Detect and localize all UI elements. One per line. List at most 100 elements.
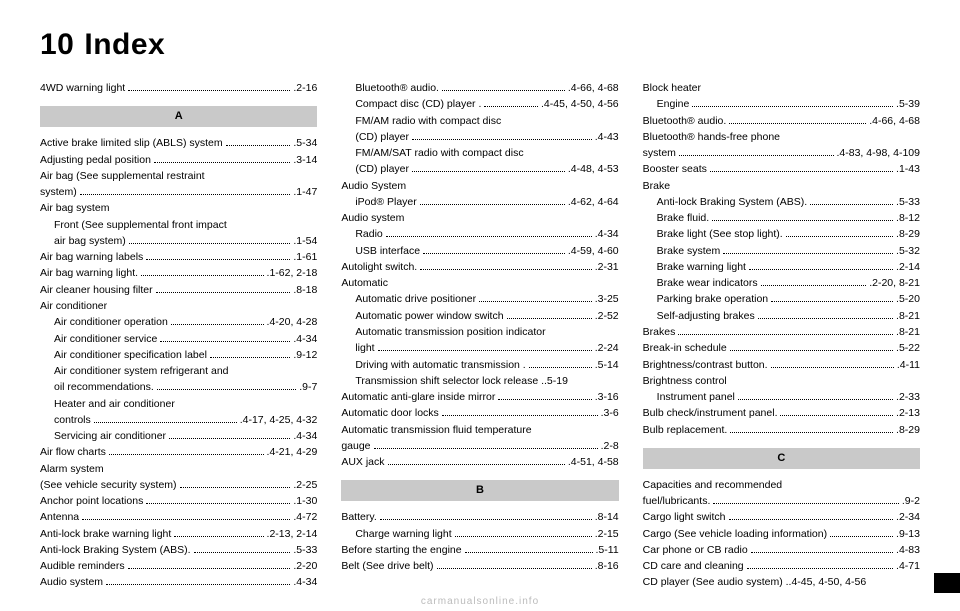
entry-page: .4-21, 4-29 bbox=[267, 444, 318, 460]
entry-label: Audible reminders bbox=[40, 558, 125, 574]
entry-page: .2-16 bbox=[293, 80, 317, 96]
entry-page: .4-45, 4-50, 4-56 bbox=[789, 574, 867, 590]
entry-label: fuel/lubricants. bbox=[643, 493, 711, 509]
index-entry: Break-in schedule.5-22 bbox=[643, 340, 920, 356]
leader-dots bbox=[380, 512, 592, 520]
index-entry-cont: Brake bbox=[643, 178, 920, 194]
leader-dots bbox=[738, 392, 893, 400]
index-entry: Air bag warning labels .1-61 bbox=[40, 249, 317, 265]
leader-dots bbox=[442, 408, 598, 416]
entry-label: AUX jack bbox=[341, 454, 384, 470]
index-entry: air bag system).1-54 bbox=[40, 233, 317, 249]
entry-label: Anti-lock brake warning light bbox=[40, 526, 171, 542]
entry-label: (CD) player bbox=[355, 161, 409, 177]
entry-label: Air conditioner system refrigerant and bbox=[54, 365, 229, 377]
index-entry: Air conditioner specification label .9-12 bbox=[40, 347, 317, 363]
section-header-b: B bbox=[341, 480, 618, 501]
entry-label: Air bag warning labels bbox=[40, 249, 143, 265]
entry-label: Self-adjusting brakes bbox=[657, 308, 755, 324]
entry-page: .8-21 bbox=[896, 324, 920, 340]
entry-page: .4-48, 4-53 bbox=[568, 161, 619, 177]
index-entry: Brake warning light.2-14 bbox=[643, 259, 920, 275]
entry-label: Automatic drive positioner bbox=[355, 291, 476, 307]
entry-page: .1-62, 2-18 bbox=[267, 265, 318, 281]
entry-page: .2-24 bbox=[595, 340, 619, 356]
entry-page: .1-54 bbox=[293, 233, 317, 249]
index-entry-cont: Air bag (See supplemental restraint bbox=[40, 168, 317, 184]
index-entry: AUX jack .4-51, 4-58 bbox=[341, 454, 618, 470]
index-entry: Driving with automatic transmission ..5-… bbox=[341, 357, 618, 373]
index-entry: Air conditioner operation.4-20, 4-28 bbox=[40, 314, 317, 330]
entry-label: Brightness control bbox=[643, 375, 727, 387]
leader-dots bbox=[678, 327, 893, 335]
entry-label: Automatic power window switch bbox=[355, 308, 503, 324]
entry-label: Anti-lock Braking System (ABS). bbox=[657, 194, 808, 210]
entry-page: .3-14 bbox=[293, 152, 317, 168]
leader-dots bbox=[465, 545, 593, 553]
index-entry: Bluetooth® audio..4-66, 4-68 bbox=[643, 113, 920, 129]
leader-dots bbox=[374, 440, 598, 448]
entry-label: Air conditioner service bbox=[54, 331, 157, 347]
entry-label: light bbox=[355, 340, 374, 356]
entry-label: Air conditioner specification label bbox=[54, 347, 207, 363]
index-entry: Autolight switch..2-31 bbox=[341, 259, 618, 275]
leader-dots bbox=[412, 131, 592, 139]
index-entry-cont: Audio system bbox=[341, 210, 618, 226]
leader-dots bbox=[730, 424, 893, 432]
entry-page: .4-45, 4-50, 4-56 bbox=[541, 96, 619, 112]
entry-label: FM/AM/SAT radio with compact disc bbox=[355, 147, 523, 159]
entry-label: USB interface bbox=[355, 243, 420, 259]
entry-page: .2-25 bbox=[293, 477, 317, 493]
entry-label: Battery. bbox=[341, 509, 376, 525]
index-entry: CD care and cleaning.4-71 bbox=[643, 558, 920, 574]
entry-label: Adjusting pedal position bbox=[40, 152, 151, 168]
entry-label: Block heater bbox=[643, 82, 701, 94]
leader-dots bbox=[386, 229, 592, 237]
index-columns: 4WD warning light.2-16 A Active brake li… bbox=[40, 80, 920, 591]
leader-dots bbox=[529, 359, 592, 367]
entry-label: Anti-lock Braking System (ABS). bbox=[40, 542, 191, 558]
entry-label: Booster seats bbox=[643, 161, 707, 177]
index-entry: Self-adjusting brakes.8-21 bbox=[643, 308, 920, 324]
leader-dots bbox=[507, 310, 592, 318]
index-entry: Cargo light switch.2-34 bbox=[643, 509, 920, 525]
entry-page: .5-33 bbox=[293, 542, 317, 558]
index-entry: Active brake limited slip (ABLS) system.… bbox=[40, 135, 317, 151]
index-entry: Anti-lock brake warning light.2-13, 2-14 bbox=[40, 526, 317, 542]
index-entry: controls.4-17, 4-25, 4-32 bbox=[40, 412, 317, 428]
entry-page: .4-43 bbox=[595, 129, 619, 145]
index-entry: Anti-lock Braking System (ABS)..5-33 bbox=[643, 194, 920, 210]
index-entry: Radio.4-34 bbox=[341, 226, 618, 242]
leader-dots bbox=[442, 83, 565, 91]
entry-label: CD player (See audio system) . bbox=[643, 574, 789, 590]
leader-dots bbox=[94, 414, 237, 422]
entry-label: (See vehicle security system) bbox=[40, 477, 177, 493]
index-entry-cont: Brightness control bbox=[643, 373, 920, 389]
index-entry: Air flow charts.4-21, 4-29 bbox=[40, 444, 317, 460]
entry-page: .8-12 bbox=[896, 210, 920, 226]
index-entry-cont: Alarm system bbox=[40, 461, 317, 477]
index-entry: Compact disc (CD) player ..4-45, 4-50, 4… bbox=[341, 96, 618, 112]
entry-label: Brightness/contrast button. bbox=[643, 357, 768, 373]
index-entry-cont: FM/AM/SAT radio with compact disc bbox=[341, 145, 618, 161]
entry-page: .5-19 bbox=[544, 373, 568, 389]
entry-page: .4-62, 4-64 bbox=[568, 194, 619, 210]
watermark-text: carmanualsonline.info bbox=[421, 596, 539, 607]
entry-page: .4-83 bbox=[896, 542, 920, 558]
entry-page: .1-47 bbox=[293, 184, 317, 200]
leader-dots bbox=[692, 99, 893, 107]
index-entry-cont: Automatic transmission fluid temperature bbox=[341, 422, 618, 438]
index-entry: Brightness/contrast button. .4-11 bbox=[643, 357, 920, 373]
leader-dots bbox=[160, 333, 290, 341]
entry-label: Brake wear indicators bbox=[657, 275, 758, 291]
index-entry-cont: Air conditioner bbox=[40, 298, 317, 314]
index-entry: (CD) player .4-48, 4-53 bbox=[341, 161, 618, 177]
entry-page: .1-61 bbox=[293, 249, 317, 265]
entry-label: Brake warning light bbox=[657, 259, 746, 275]
entry-page: .3-25 bbox=[595, 291, 619, 307]
entry-page: .9-12 bbox=[293, 347, 317, 363]
column-2: Bluetooth® audio..4-66, 4-68 Compact dis… bbox=[341, 80, 618, 591]
entry-page: .4-51, 4-58 bbox=[568, 454, 619, 470]
title-text: Index bbox=[84, 28, 165, 61]
entry-page: .4-11 bbox=[897, 357, 920, 373]
